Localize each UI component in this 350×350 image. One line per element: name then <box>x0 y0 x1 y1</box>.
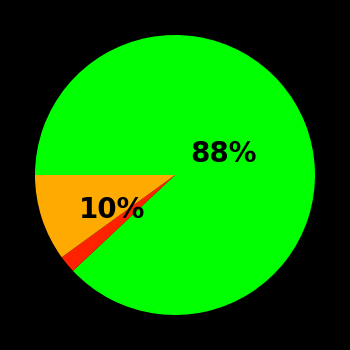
Text: 88%: 88% <box>191 140 257 168</box>
Wedge shape <box>62 175 175 271</box>
Text: 10%: 10% <box>79 196 145 224</box>
Wedge shape <box>35 175 175 257</box>
Wedge shape <box>35 35 315 315</box>
